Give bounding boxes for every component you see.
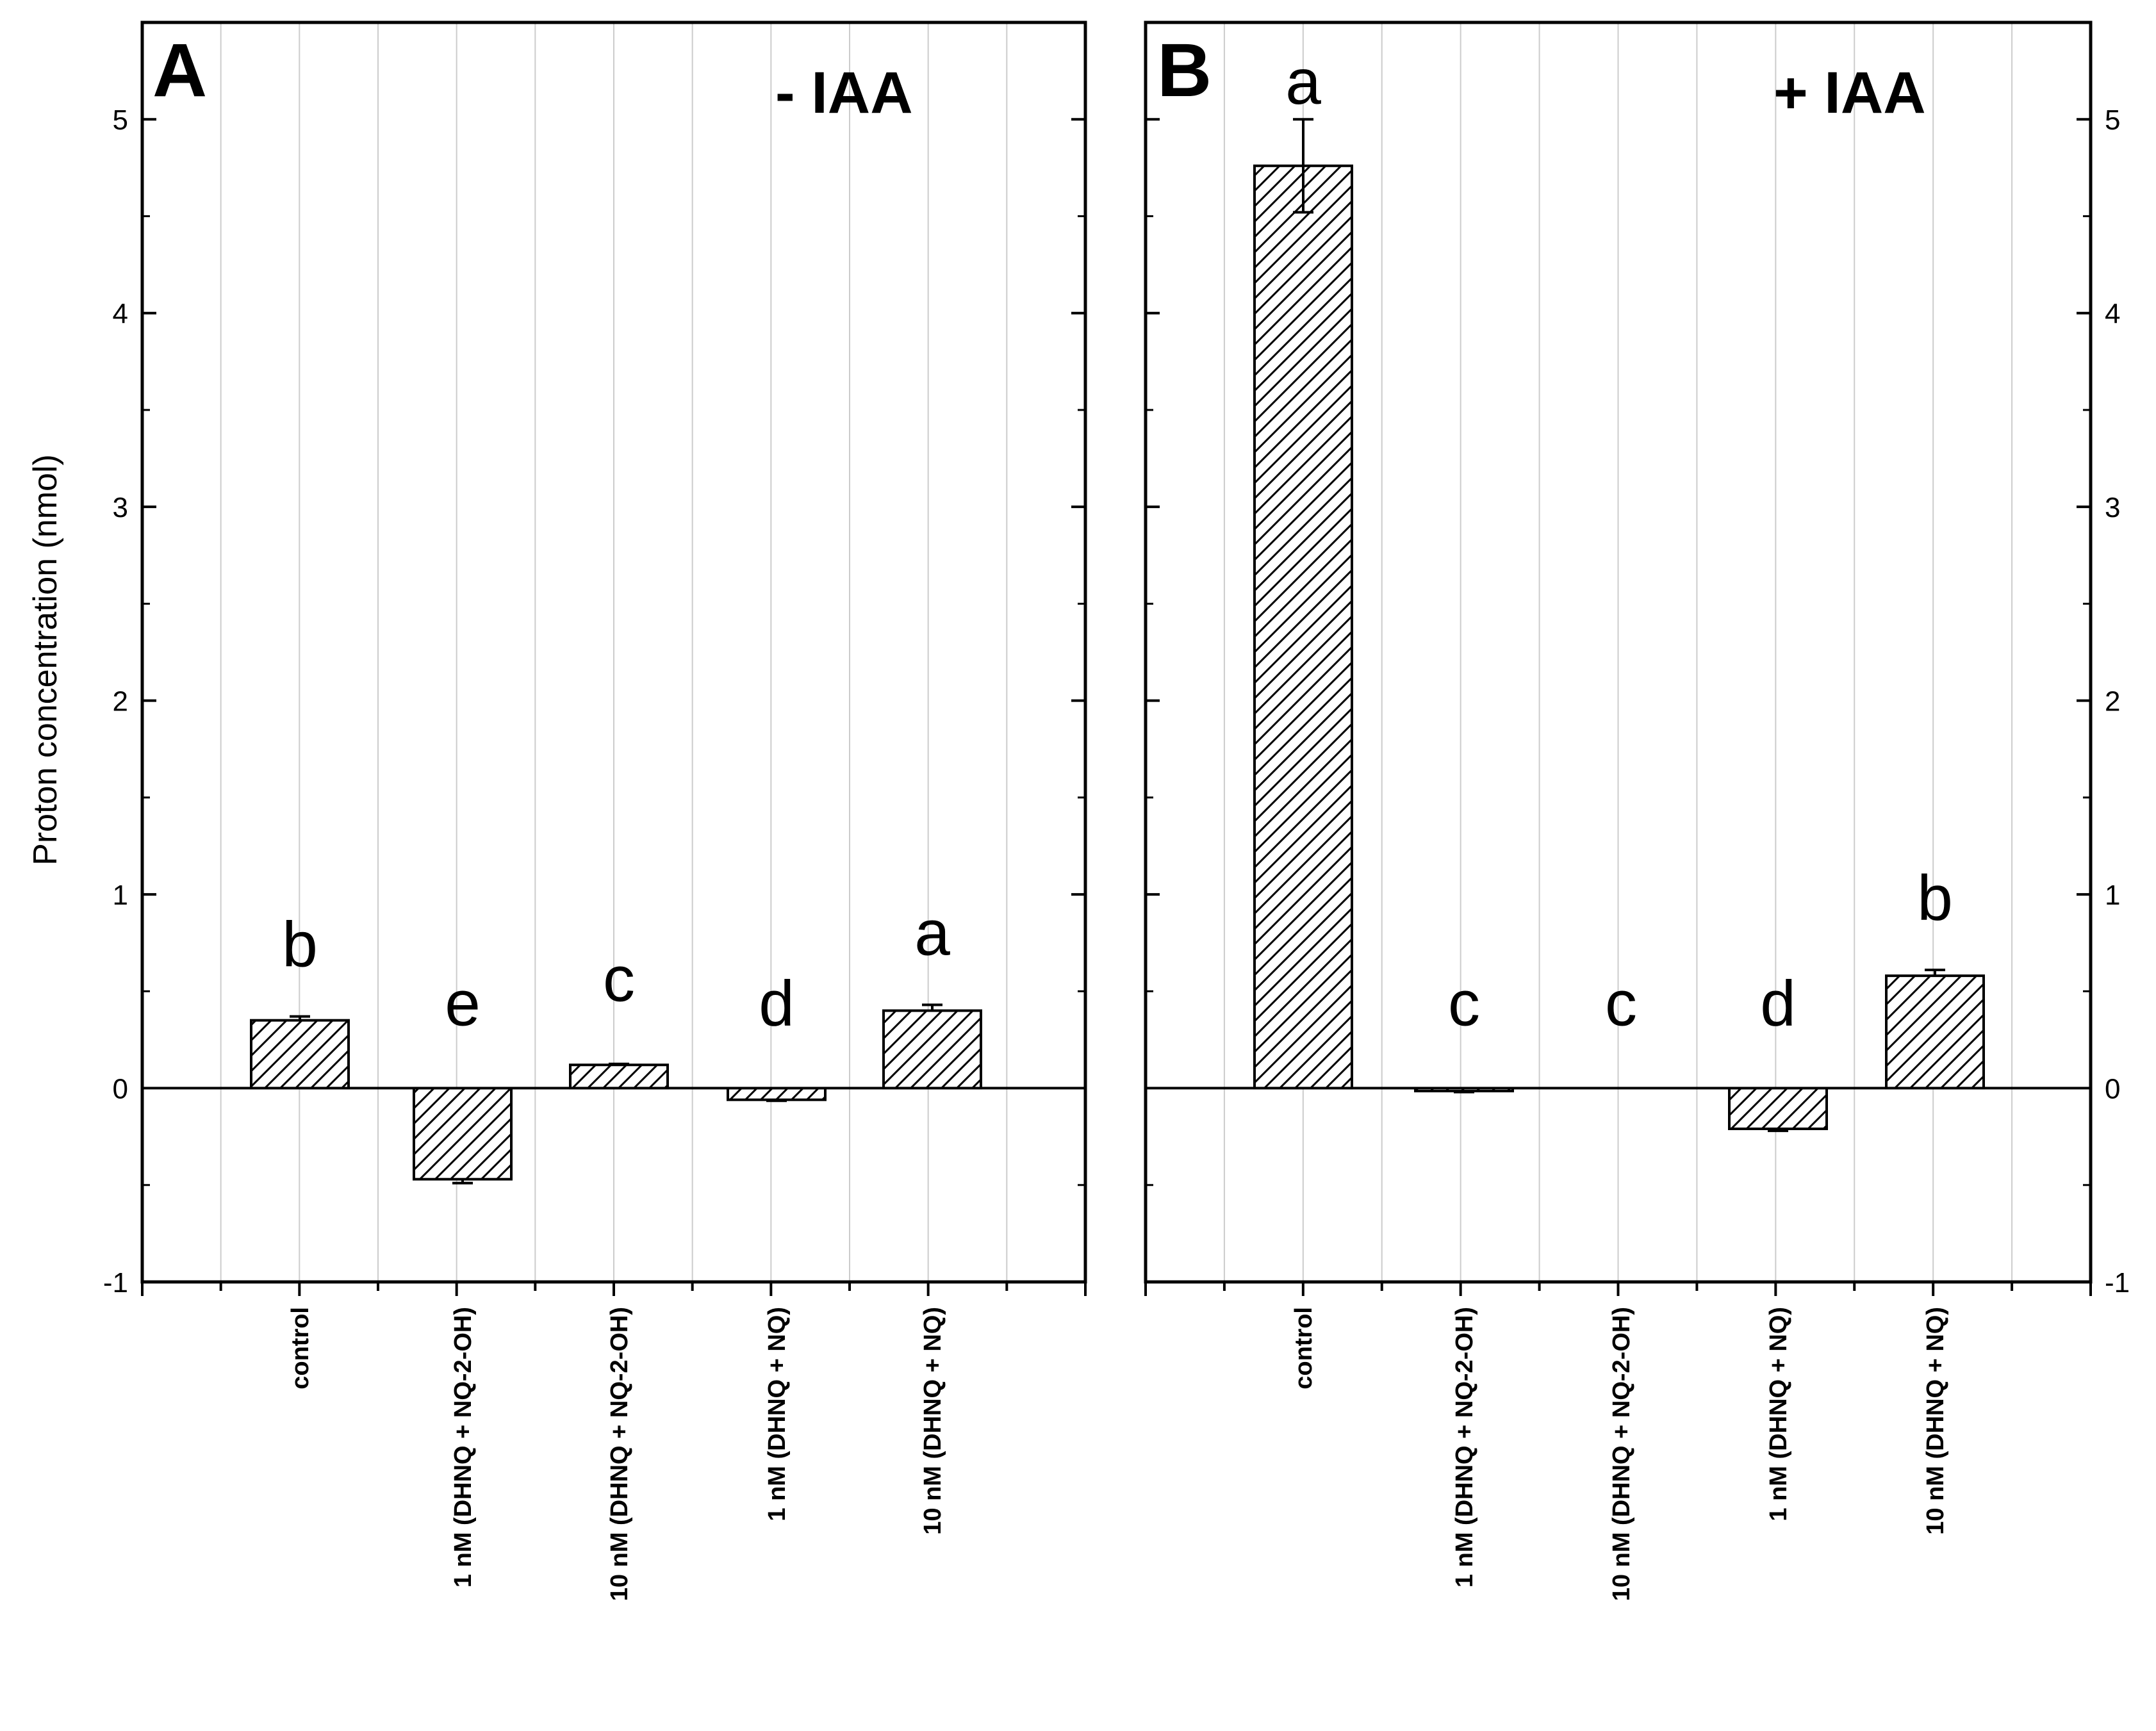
category-label: control [287,1307,314,1390]
category-label: 10 nM (DHNQ + NQ) [1922,1307,1949,1535]
bar [413,1087,513,1181]
y-tick-label: 1 [113,880,128,911]
panel-a-ticks: -1 0 1 2 3 4 5 [103,104,1087,1299]
y-tick-label: 2 [2105,686,2120,718]
category-label: 1 nM (DHNQ + NQ) [764,1307,791,1522]
significance-letter: d [759,968,794,1040]
y-tick-label: 3 [113,492,128,523]
bar [882,1009,982,1090]
panel-a-error-bars [290,1003,942,1185]
panel-a-bars [250,1009,982,1181]
significance-letter: c [603,944,635,1015]
panel-b-ticks: -1 0 1 2 3 4 5 [1144,104,2130,1299]
bar [569,1063,669,1090]
bar [727,1087,827,1101]
y-tick-label: 0 [2105,1074,2120,1105]
category-label: 1 nM (DHNQ + NQ-2-OH) [1451,1307,1478,1587]
bar [1728,1087,1828,1131]
significance-letter: a [914,897,950,969]
category-label: 10 nM (DHNQ + NQ-2-OH) [1608,1307,1635,1601]
panel-b-bars [1253,164,1985,1131]
panel-b: -1 0 1 2 3 4 5 control 1 nM (DHNQ + NQ-2-OH) 10 … [1144,21,2130,1601]
panel-b-significance-letters: a c c d b [1285,46,1953,1040]
panel-a-grid [220,22,1008,1282]
category-label: control [1290,1307,1317,1390]
y-tick-label: 3 [2105,492,2120,523]
panel-b-category-labels: control 1 nM (DHNQ + NQ-2-OH) 10 nM (DHNQ … [1290,1307,1949,1601]
panel-a-condition-label: - IAA [775,60,913,126]
panel-a-category-labels: control 1 nM (DHNQ + NQ-2-OH) 10 nM (DHNQ … [287,1307,946,1601]
y-tick-label: 5 [2105,104,2120,136]
panel-a-letter: A [152,28,207,113]
panel-a: -1 0 1 2 3 4 5 control 1 nM (DHNQ + NQ-2-OH) 10 … [103,21,1087,1601]
y-tick-label: 2 [113,686,128,718]
y-tick-label: -1 [103,1267,128,1299]
y-tick-label: 0 [113,1074,128,1105]
y-axis-title: Proton concentration (nmol) [27,454,64,866]
panel-a-significance-letters: be c da [282,897,950,1039]
bar [1885,974,1985,1090]
category-label: 10 nM (DHNQ + NQ) [919,1307,946,1535]
bar [1253,164,1353,1090]
bar [250,1019,350,1090]
y-tick-label: 5 [113,104,128,136]
category-label: 10 nM (DHNQ + NQ-2-OH) [606,1307,633,1601]
panel-b-letter: B [1157,28,1212,113]
significance-letter: d [1760,968,1796,1040]
significance-letter: c [1448,968,1480,1040]
category-label: 1 nM (DHNQ + NQ) [1765,1307,1792,1522]
y-tick-label: 4 [113,299,128,330]
significance-letter: b [1917,862,1953,934]
significance-letter: c [1605,968,1637,1040]
y-tick-label: 4 [2105,299,2120,330]
category-label: 1 nM (DHNQ + NQ-2-OH) [450,1307,477,1587]
significance-letter: a [1285,46,1321,118]
significance-letter: b [282,909,318,981]
panel-b-error-bars [1293,118,1945,1133]
y-tick-label: 1 [2105,880,2120,911]
y-tick-label: -1 [2105,1267,2130,1299]
significance-letter: e [445,968,481,1040]
panel-b-condition-label: + IAA [1773,60,1926,126]
